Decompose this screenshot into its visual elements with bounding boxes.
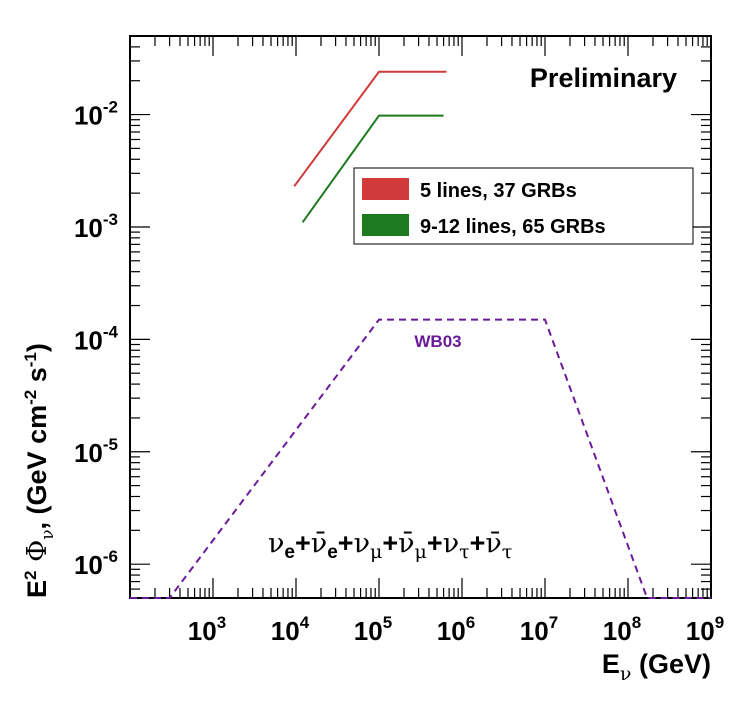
x-tick-label: 109 xyxy=(686,613,724,646)
x-tick-label-base: 10 xyxy=(271,616,300,646)
series-layer xyxy=(130,70,711,599)
x-tick-label: 104 xyxy=(271,613,310,646)
x-tick-label-exp: 9 xyxy=(715,613,724,632)
x-tick-label-base: 10 xyxy=(437,616,466,646)
series-line-5-lines-37-grbs xyxy=(293,70,447,187)
x-tick-label: 103 xyxy=(188,613,226,646)
legend-swatch-9-12-lines xyxy=(362,214,409,236)
x-tick-label-exp: 8 xyxy=(632,613,641,632)
legend: 5 lines, 37 GRBs 9-12 lines, 65 GRBs xyxy=(353,167,694,245)
x-tick-labels: 103 104 105 106 107 108 109 xyxy=(188,613,724,646)
y-tick-label: 10-5 xyxy=(74,435,118,468)
x-tick-label-base: 10 xyxy=(603,616,632,646)
x-tick-label-exp: 5 xyxy=(383,613,392,632)
y-tick-label: 10-4 xyxy=(74,322,119,355)
y-tick-label-base: 10 xyxy=(74,438,103,468)
x-tick-label-base: 10 xyxy=(686,616,715,646)
y-tick-label-exp: -5 xyxy=(103,435,118,454)
x-tick-label-base: 10 xyxy=(520,616,549,646)
plot-frame xyxy=(129,35,712,599)
y-tick-label-base: 10 xyxy=(74,550,103,580)
minor-ticks xyxy=(130,35,711,599)
y-tick-label-exp: -6 xyxy=(103,547,118,566)
legend-label-5-lines: 5 lines, 37 GRBs xyxy=(420,180,577,202)
y-tick-label: 10-6 xyxy=(74,547,118,580)
x-axis-title: Eν (GeV) xyxy=(602,649,711,685)
x-tick-label: 105 xyxy=(354,613,392,646)
series-line-wb03 xyxy=(130,318,711,599)
x-tick-label-base: 10 xyxy=(354,616,383,646)
y-tick-label-base: 10 xyxy=(74,325,103,355)
flavor-label: νe+ν̄e+νμ+ν̄μ+ντ+ν̄τ xyxy=(268,528,512,563)
y-tick-label-exp: -2 xyxy=(103,98,118,117)
x-tick-label: 106 xyxy=(437,613,475,646)
x-tick-label-exp: 6 xyxy=(466,613,475,632)
y-tick-label-exp: -3 xyxy=(103,210,118,229)
y-axis-title: E2 Φν, (GeV cm-2 s-1) xyxy=(21,343,58,598)
legend-label-9-12-lines: 9-12 lines, 65 GRBs xyxy=(420,216,606,238)
series-line-9-12-lines-65-grbs xyxy=(301,114,444,223)
x-tick-label-exp: 7 xyxy=(549,613,558,632)
x-tick-label-exp: 3 xyxy=(217,613,226,632)
x-tick-label: 107 xyxy=(520,613,558,646)
x-tick-label-exp: 4 xyxy=(300,613,310,632)
preliminary-label: Preliminary xyxy=(530,63,677,93)
y-tick-label: 10-3 xyxy=(74,210,118,243)
x-tick-label-base: 10 xyxy=(188,616,217,646)
legend-box xyxy=(353,167,694,245)
y-tick-label-base: 10 xyxy=(74,213,103,243)
y-tick-label-base: 10 xyxy=(74,101,103,131)
x-tick-label: 108 xyxy=(603,613,641,646)
y-tick-label: 10-2 xyxy=(74,98,118,131)
wb03-label: WB03 xyxy=(414,332,461,351)
y-tick-label-exp: -4 xyxy=(103,322,119,341)
major-ticks xyxy=(129,36,712,598)
legend-swatch-5-lines xyxy=(362,178,409,200)
y-tick-labels: 10-610-510-410-310-2 xyxy=(74,98,119,581)
